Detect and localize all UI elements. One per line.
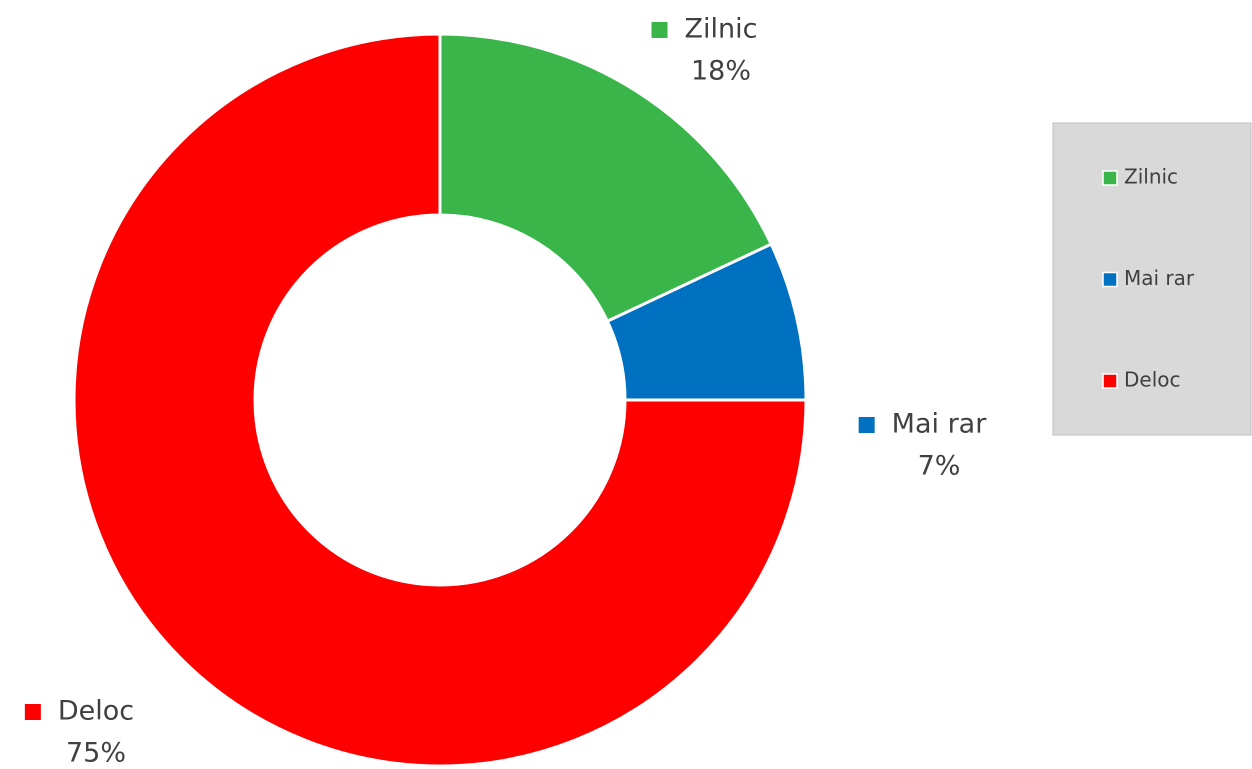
legend-label: Deloc (1124, 368, 1181, 392)
donut-segment (72, 32, 808, 768)
legend-marker (1102, 170, 1118, 186)
data-label-name: Zilnic (685, 14, 758, 45)
data-label-value: 7% (918, 451, 961, 482)
data-label-marker (24, 704, 41, 720)
data-label-name: Mai rar (892, 409, 988, 440)
data-label-marker (858, 417, 875, 433)
data-label-name: Deloc (58, 696, 134, 727)
donut-segment (438, 32, 774, 324)
data-label-marker (651, 22, 668, 38)
legend-box (1052, 122, 1252, 436)
data-label-value: 75% (66, 738, 126, 769)
legend-label: Mai rar (1124, 266, 1195, 290)
legend-marker (1102, 271, 1118, 288)
legend-marker (1102, 373, 1118, 389)
legend-label: Zilnic (1124, 165, 1178, 189)
data-label-value: 18% (691, 56, 751, 87)
